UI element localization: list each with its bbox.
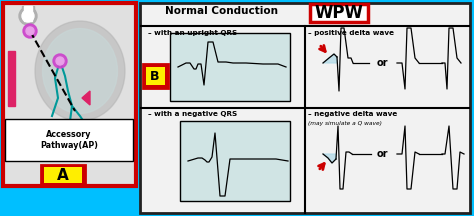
Text: – with a negative QRS: – with a negative QRS	[148, 111, 237, 117]
Text: Accessory
Pathway(AP): Accessory Pathway(AP)	[40, 130, 98, 150]
Polygon shape	[323, 154, 336, 163]
Bar	[5, 119, 133, 161]
Text: WPW: WPW	[315, 4, 364, 22]
Bar	[143, 64, 168, 88]
Text: – negative delta wave: – negative delta wave	[308, 111, 397, 117]
Circle shape	[53, 54, 67, 68]
Bar	[8, 51, 15, 106]
Bar	[22, 6, 34, 21]
Text: – with an upright QRS: – with an upright QRS	[148, 30, 237, 36]
Text: – positive delta wave: – positive delta wave	[308, 30, 394, 36]
Text: A: A	[57, 167, 69, 183]
Bar	[180, 121, 290, 201]
Circle shape	[26, 27, 34, 35]
Bar	[24, 6, 32, 21]
Bar	[146, 67, 165, 85]
Text: or: or	[376, 149, 388, 159]
Circle shape	[56, 57, 64, 65]
Polygon shape	[82, 91, 90, 105]
Text: or: or	[376, 58, 388, 68]
Text: (may simulate a Q wave): (may simulate a Q wave)	[308, 121, 382, 125]
Text: B: B	[150, 70, 160, 83]
Bar	[41, 165, 85, 185]
Bar	[170, 33, 290, 101]
Circle shape	[23, 24, 37, 38]
Circle shape	[22, 10, 34, 22]
Bar	[44, 167, 82, 183]
Bar	[3, 3, 136, 186]
Polygon shape	[323, 54, 337, 63]
Bar	[140, 3, 470, 213]
Bar	[310, 4, 368, 22]
Text: Normal Conduction: Normal Conduction	[165, 6, 279, 16]
Ellipse shape	[43, 29, 118, 113]
Ellipse shape	[35, 21, 125, 121]
Circle shape	[19, 7, 37, 25]
